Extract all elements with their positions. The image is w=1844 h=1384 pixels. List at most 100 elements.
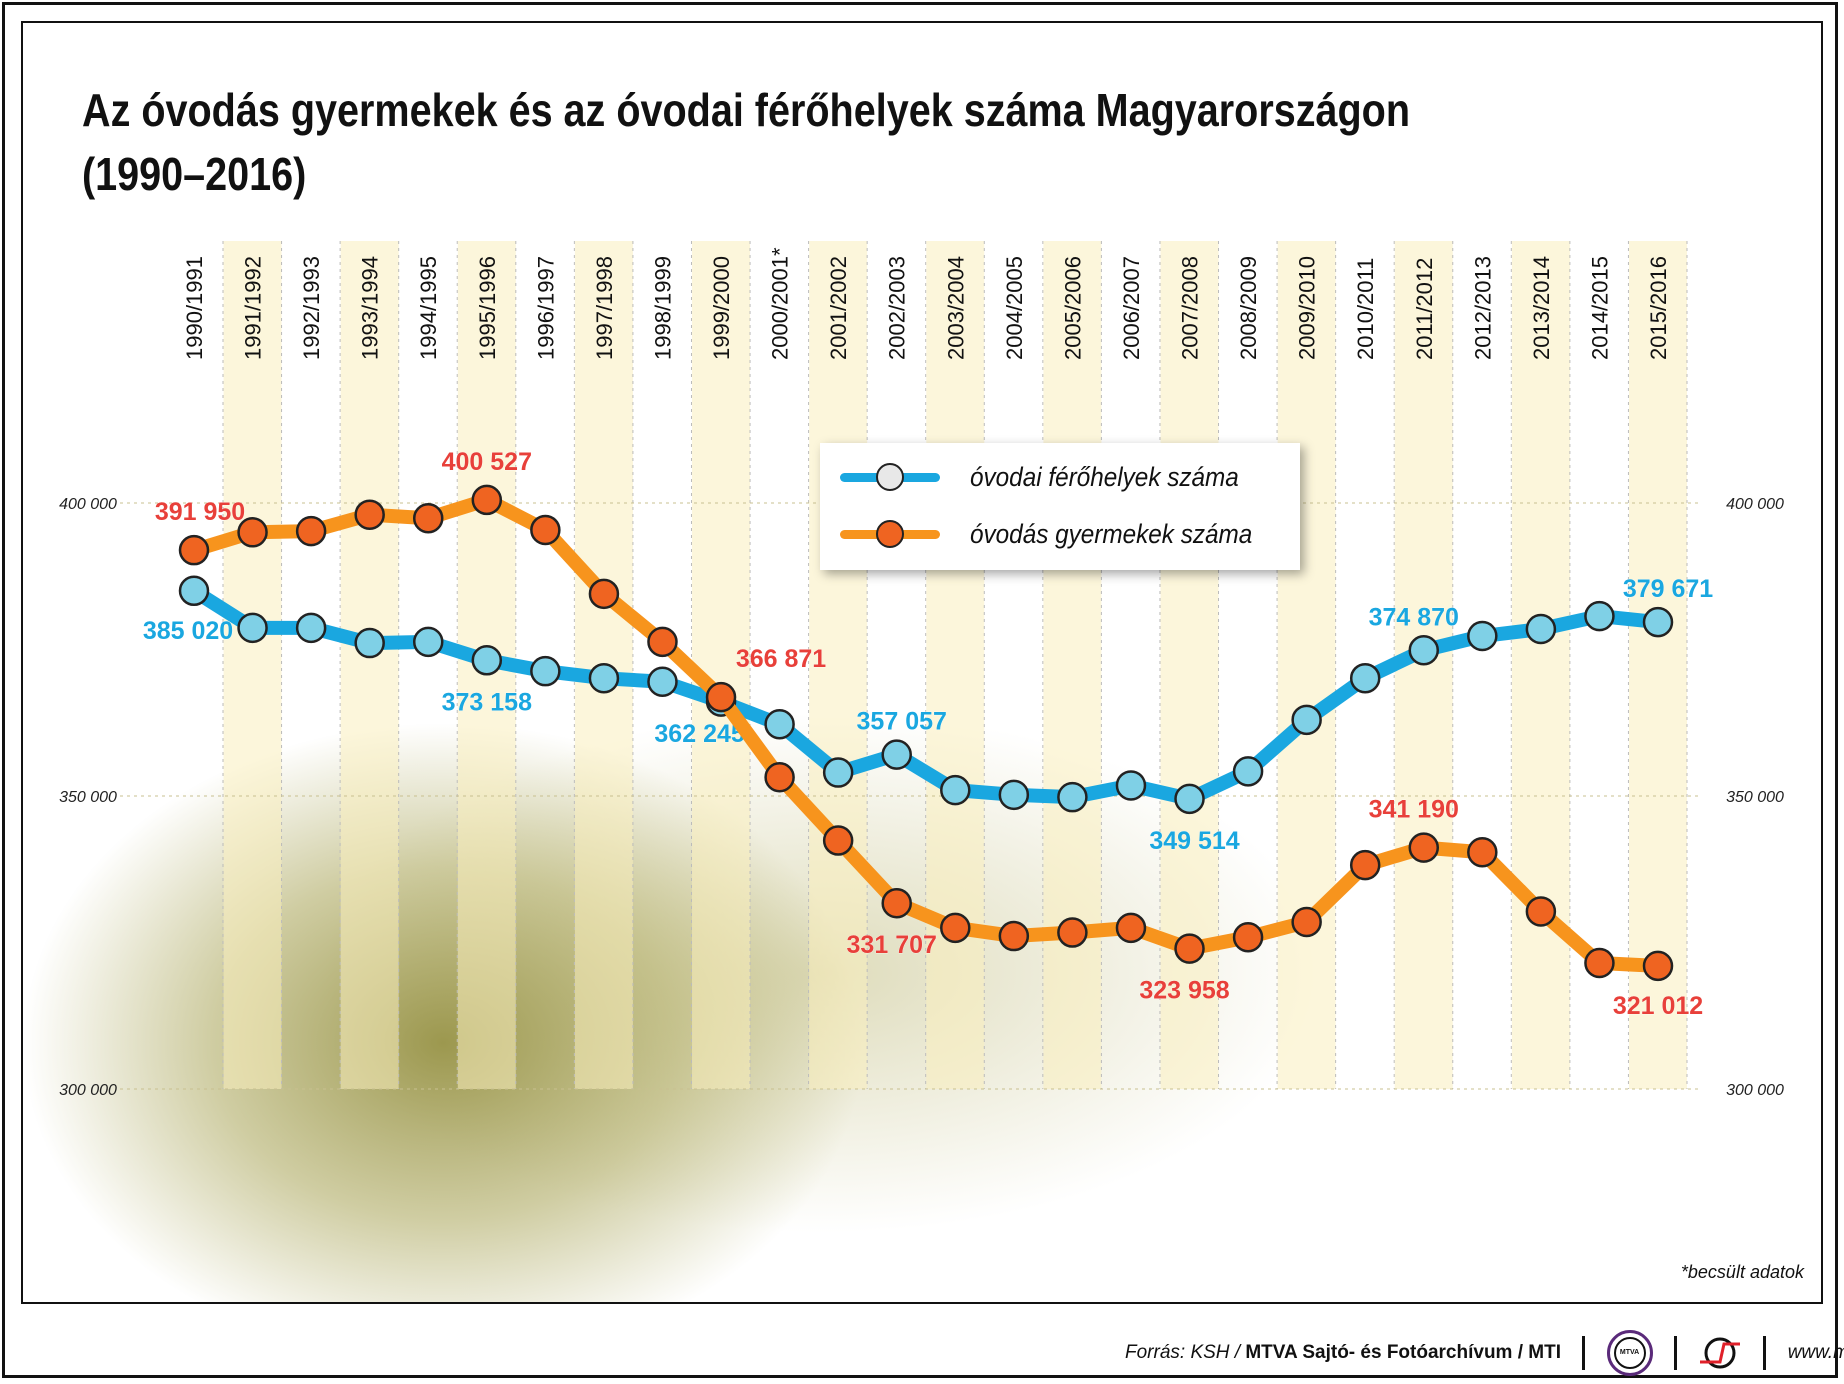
category-label: 2002/2003 bbox=[885, 256, 910, 360]
category-label: 1993/1994 bbox=[358, 256, 383, 360]
data-point bbox=[295, 515, 327, 547]
data-label: 349 514 bbox=[1149, 827, 1239, 855]
category-label: 2004/2005 bbox=[1002, 256, 1027, 360]
category-label: 2000/2001* bbox=[768, 247, 793, 360]
data-point bbox=[588, 662, 620, 694]
data-label: 374 870 bbox=[1369, 603, 1459, 631]
category-label: 2003/2004 bbox=[943, 256, 968, 360]
data-point bbox=[412, 502, 444, 534]
category-label: 1997/1998 bbox=[592, 256, 617, 360]
category-label: 1999/2000 bbox=[709, 256, 734, 360]
legend: óvodai férőhelyek száma óvodás gyermekek… bbox=[820, 443, 1300, 570]
column-stripe bbox=[809, 241, 868, 1089]
legend-label: óvodai férőhelyek száma bbox=[970, 461, 1239, 492]
category-label: 1996/1997 bbox=[533, 256, 558, 360]
data-point bbox=[1232, 921, 1264, 953]
data-point bbox=[412, 626, 444, 658]
column-stripe bbox=[223, 241, 282, 1089]
data-point bbox=[1408, 832, 1440, 863]
legend-swatch-places bbox=[840, 462, 940, 491]
data-point bbox=[1232, 756, 1264, 787]
data-point bbox=[881, 739, 912, 770]
category-label: 1990/1991 bbox=[182, 256, 207, 360]
title-line-2: (1990–2016) bbox=[82, 148, 307, 200]
category-label: 2001/2002 bbox=[826, 256, 851, 360]
data-point bbox=[1467, 620, 1498, 652]
data-label: 331 707 bbox=[847, 931, 937, 959]
category-label: 1991/1992 bbox=[241, 256, 266, 360]
data-point bbox=[1291, 906, 1322, 938]
source-credit: MTVA Sajtó- és Fotóarchívum / MTI bbox=[1245, 1342, 1561, 1364]
data-label: 373 158 bbox=[442, 688, 532, 716]
data-label: 385 020 bbox=[143, 617, 233, 645]
data-point bbox=[1057, 781, 1088, 813]
category-label: 2009/2010 bbox=[1295, 256, 1320, 360]
data-point bbox=[1174, 933, 1205, 964]
data-point bbox=[237, 612, 268, 644]
data-point bbox=[1174, 783, 1205, 815]
column-stripe bbox=[340, 241, 399, 1089]
column-stripe bbox=[1629, 241, 1687, 1089]
category-label: 2010/2011 bbox=[1353, 258, 1378, 360]
data-point bbox=[764, 761, 795, 793]
data-label: 366 871 bbox=[736, 645, 826, 673]
title-line-1: Az óvodás gyermekek és az óvodai férőhel… bbox=[82, 84, 1411, 136]
category-label: 2013/2014 bbox=[1529, 256, 1554, 360]
data-label: 341 190 bbox=[1369, 796, 1459, 824]
data-point bbox=[881, 887, 912, 919]
y-tick-label-left: 400 000 bbox=[59, 496, 117, 513]
footer: Forrás: KSH / MTVA Sajtó- és Fotóarchívu… bbox=[1125, 1330, 1844, 1376]
category-label: 2012/2013 bbox=[1470, 256, 1495, 360]
data-point bbox=[530, 514, 561, 546]
data-point bbox=[178, 534, 210, 566]
data-point bbox=[1525, 613, 1557, 645]
data-point bbox=[530, 655, 561, 687]
legend-item-places: óvodai férőhelyek száma bbox=[840, 457, 1269, 497]
legend-label: óvodás gyermekek száma bbox=[970, 518, 1253, 549]
source-prefix: Forrás: KSH / bbox=[1125, 1342, 1246, 1364]
data-label: 357 057 bbox=[857, 708, 947, 736]
website-link[interactable]: www.mti.hu bbox=[1787, 1342, 1844, 1364]
legend-swatch-children bbox=[840, 519, 940, 548]
data-point bbox=[1057, 917, 1088, 948]
chart-title: Az óvodás gyermekek és az óvodai férőhel… bbox=[82, 78, 1410, 206]
data-point bbox=[998, 920, 1030, 952]
data-point bbox=[822, 757, 854, 788]
data-point bbox=[1408, 635, 1440, 666]
data-label: 400 527 bbox=[442, 448, 532, 476]
column-stripe bbox=[692, 241, 751, 1089]
data-label: 379 671 bbox=[1623, 575, 1713, 603]
data-point bbox=[178, 575, 210, 607]
category-label: 1992/1993 bbox=[299, 256, 324, 360]
data-label: 323 958 bbox=[1139, 977, 1229, 1005]
data-point bbox=[647, 626, 678, 658]
category-label: 2005/2006 bbox=[1060, 256, 1085, 360]
category-label: 2015/2016 bbox=[1646, 256, 1671, 360]
data-point bbox=[1584, 600, 1615, 632]
category-label: 1994/1995 bbox=[416, 256, 441, 360]
data-point bbox=[1642, 606, 1674, 638]
category-label: 2014/2015 bbox=[1587, 256, 1612, 360]
category-label: 1998/1999 bbox=[650, 256, 675, 360]
data-point bbox=[1115, 770, 1147, 801]
y-tick-label-right: 400 000 bbox=[1726, 496, 1784, 513]
data-label: 362 245 bbox=[654, 720, 744, 748]
data-point bbox=[471, 645, 503, 676]
category-label: 2008/2009 bbox=[1236, 256, 1261, 360]
data-point bbox=[354, 499, 385, 530]
data-point bbox=[471, 484, 503, 516]
category-label: 2006/2007 bbox=[1119, 256, 1144, 360]
y-tick-label-right: 350 000 bbox=[1726, 789, 1784, 806]
legend-item-children: óvodás gyermekek száma bbox=[840, 514, 1284, 554]
data-point bbox=[1642, 950, 1674, 982]
data-point bbox=[588, 578, 620, 610]
data-point bbox=[1115, 912, 1147, 944]
y-tick-label-left: 300 000 bbox=[59, 1082, 117, 1099]
data-point bbox=[1349, 662, 1381, 694]
column-stripe bbox=[1043, 241, 1102, 1089]
data-point bbox=[1525, 896, 1557, 927]
data-point bbox=[1467, 837, 1498, 868]
column-stripe bbox=[1511, 241, 1570, 1089]
category-label: 2007/2008 bbox=[1178, 256, 1203, 360]
